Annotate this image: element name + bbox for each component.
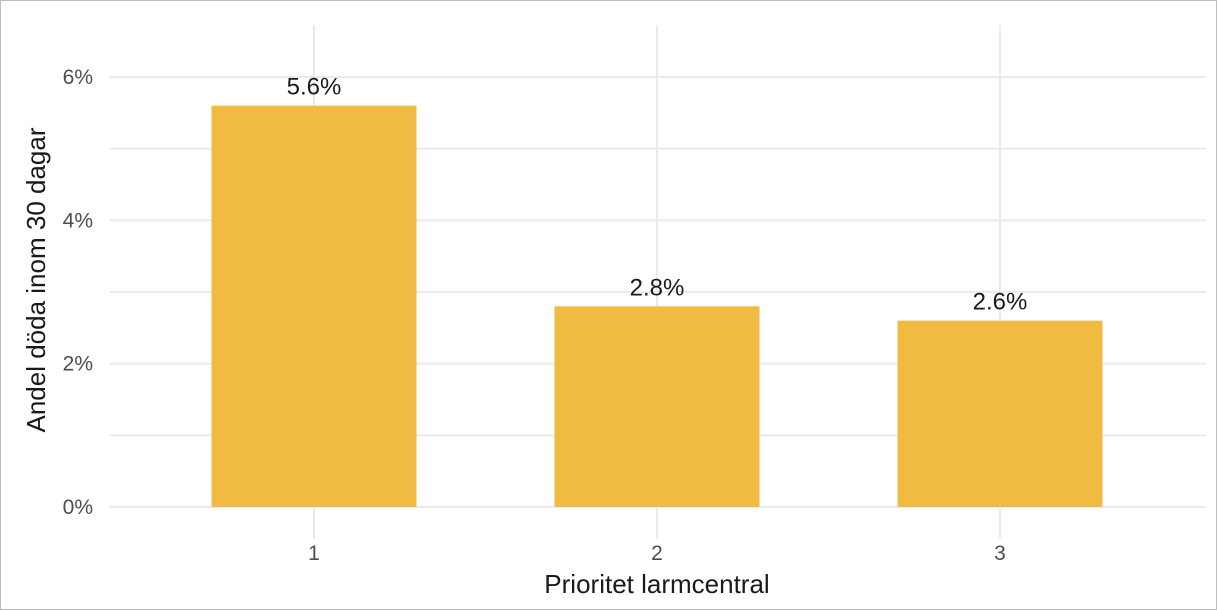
y-tick-label: 4% bbox=[63, 209, 93, 232]
bar bbox=[897, 320, 1103, 507]
x-tick-label: 3 bbox=[994, 542, 1006, 565]
x-tick-label: 1 bbox=[308, 542, 320, 565]
x-axis-title: Prioritet larmcentral bbox=[544, 569, 769, 599]
y-tick-label: 0% bbox=[63, 496, 93, 519]
y-tick-label: 6% bbox=[63, 66, 93, 89]
bar bbox=[211, 105, 417, 508]
data-label: 2.6% bbox=[973, 289, 1028, 316]
y-axis-title: Andel döda inom 30 dagar bbox=[21, 127, 51, 432]
y-tick-labels: 0% 2% 4% 6% bbox=[63, 66, 93, 519]
data-label-layer: 5.6% 2.8% 2.6% bbox=[287, 74, 1028, 316]
y-tick-label: 2% bbox=[63, 353, 93, 376]
data-label: 5.6% bbox=[287, 74, 342, 101]
x-tick-label: 2 bbox=[651, 542, 663, 565]
bar bbox=[554, 306, 760, 507]
data-label: 2.8% bbox=[630, 274, 685, 301]
bar-layer bbox=[211, 105, 1103, 508]
x-tick-labels: 1 2 3 bbox=[308, 542, 1006, 565]
